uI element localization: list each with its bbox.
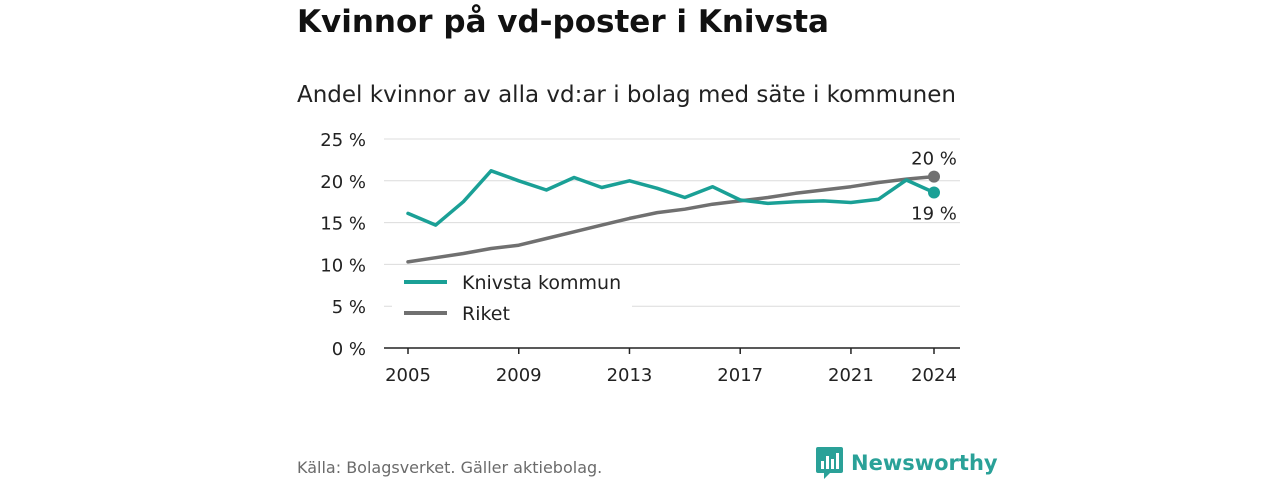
legend-background: [392, 266, 632, 332]
legend-label-knivsta: Knivsta kommun: [462, 272, 621, 294]
x-tick-label: 2009: [496, 365, 542, 386]
brand-logo[interactable]: Newsworthy: [816, 447, 998, 479]
chart-title: Kvinnor på vd-poster i Knivsta: [297, 4, 829, 40]
line-chart: 0 % 5 % 10 % 15 % 20 % 25 % 2005 2009 2013 2017 20…: [320, 130, 960, 386]
y-tick-label: 0 %: [332, 339, 366, 360]
series-line-riket: [406, 174, 936, 264]
end-label-knivsta: 19 %: [911, 204, 957, 225]
y-tick-label: 15 %: [320, 214, 366, 235]
series-line-knivsta: [406, 169, 936, 227]
y-tick-label: 25 %: [320, 130, 366, 151]
y-tick-label: 10 %: [320, 255, 366, 276]
x-tick-label: 2024: [911, 365, 957, 386]
chart-subtitle: Andel kvinnor av alla vd:ar i bolag med …: [297, 82, 956, 108]
x-tick-label: 2021: [828, 365, 874, 386]
brand-name: Newsworthy: [851, 451, 998, 475]
x-tick-label: 2013: [607, 365, 653, 386]
legend-label-riket: Riket: [462, 303, 510, 325]
y-tick-label: 20 %: [320, 172, 366, 193]
x-tick-label: 2017: [717, 365, 763, 386]
y-tick-label: 5 %: [332, 297, 366, 318]
newsworthy-logo-icon: [816, 447, 843, 479]
x-tick-label: 2005: [385, 365, 431, 386]
end-point-knivsta: [928, 186, 940, 199]
end-point-riket: [928, 170, 940, 183]
end-label-riket: 20 %: [911, 149, 957, 170]
source-note: Källa: Bolagsverket. Gäller aktiebolag.: [297, 458, 603, 477]
